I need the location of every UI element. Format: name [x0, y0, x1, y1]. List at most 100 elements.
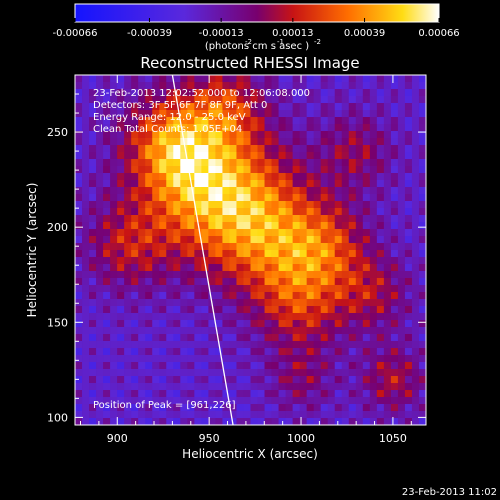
heatmap-cell	[194, 390, 202, 398]
heatmap-cell	[355, 180, 364, 188]
heatmap-cell	[285, 180, 294, 188]
heatmap-cell	[299, 96, 308, 104]
heatmap-cell	[334, 397, 343, 405]
heatmap-cell	[236, 299, 244, 307]
heatmap-cell	[229, 173, 237, 181]
heatmap-cell	[201, 418, 209, 425]
heatmap-cell	[334, 383, 343, 391]
heatmap-cell	[124, 334, 132, 342]
heatmap-cell	[397, 390, 406, 398]
heatmap-cell	[173, 355, 181, 363]
heatmap-cell	[292, 285, 301, 293]
heatmap-cell	[131, 229, 139, 237]
heatmap-cell	[229, 278, 237, 286]
heatmap-cell	[117, 334, 125, 342]
heatmap-cell	[313, 285, 322, 293]
heatmap-cell	[222, 341, 230, 349]
heatmap-cell	[215, 376, 223, 384]
heatmap-cell	[341, 229, 350, 237]
heatmap-cell	[257, 75, 265, 83]
heatmap-cell	[103, 166, 111, 174]
heatmap-cell	[264, 103, 272, 111]
heatmap-cell	[159, 96, 167, 104]
heatmap-cell	[194, 145, 202, 153]
heatmap-cell	[383, 271, 392, 279]
heatmap-cell	[124, 264, 132, 272]
heatmap-cell	[166, 341, 174, 349]
heatmap-cell	[250, 117, 258, 125]
heatmap-cell	[229, 355, 237, 363]
peak-position-label: Position of Peak = [961,226]	[93, 400, 236, 411]
heatmap-cell	[334, 75, 343, 83]
heatmap-cell	[138, 110, 146, 118]
heatmap-cell	[404, 201, 413, 209]
heatmap-cell	[131, 411, 139, 419]
heatmap-cell	[180, 159, 188, 167]
heatmap-cell	[271, 201, 279, 209]
heatmap-cell	[320, 117, 329, 125]
heatmap-cell	[257, 250, 265, 258]
heatmap-cell	[390, 285, 399, 293]
heatmap-cell	[138, 299, 146, 307]
heatmap-cell	[369, 159, 378, 167]
heatmap-cell	[138, 75, 146, 83]
heatmap-cell	[285, 117, 294, 125]
heatmap-cell	[152, 369, 160, 377]
heatmap-cell	[152, 278, 160, 286]
heatmap-cell	[278, 145, 286, 153]
heatmap-cell	[201, 341, 209, 349]
heatmap-cell	[201, 75, 209, 83]
heatmap-cell	[166, 404, 174, 412]
colorbar-tick-label: -0.00039	[127, 28, 172, 39]
heatmap-cell	[383, 355, 392, 363]
heatmap-cell	[243, 257, 251, 265]
heatmap-cell	[201, 278, 209, 286]
heatmap-cell	[369, 75, 378, 83]
heatmap-cell	[257, 180, 265, 188]
heatmap-cell	[117, 89, 125, 97]
heatmap-cell	[264, 194, 272, 202]
heatmap-cell	[404, 138, 413, 146]
heatmap-cell	[152, 110, 160, 118]
heatmap-cell	[327, 418, 336, 425]
colorbar-tick-label: -0.00013	[199, 28, 244, 39]
heatmap-cell	[131, 278, 139, 286]
heatmap-cell	[124, 271, 132, 279]
heatmap-cell	[173, 145, 181, 153]
heatmap-cell	[383, 131, 392, 139]
heatmap-cell	[180, 96, 188, 104]
heatmap-cell	[166, 257, 174, 265]
heatmap-cell	[89, 397, 97, 405]
heatmap-cell	[306, 103, 315, 111]
y-tick-label: 150	[47, 316, 68, 329]
heatmap-cell	[327, 306, 336, 314]
heatmap-cell	[187, 334, 195, 342]
heatmap-cell	[159, 411, 167, 419]
heatmap-cell	[390, 222, 399, 230]
heatmap-cell	[243, 173, 251, 181]
heatmap-cell	[271, 145, 279, 153]
heatmap-cell	[103, 229, 111, 237]
heatmap-cell	[75, 131, 83, 139]
heatmap-cell	[264, 131, 272, 139]
heatmap-cell	[411, 292, 420, 300]
heatmap-cell	[299, 89, 308, 97]
heatmap-cell	[285, 257, 294, 265]
heatmap-cell	[96, 292, 104, 300]
heatmap-cell	[82, 215, 90, 223]
heatmap-cell	[75, 236, 83, 244]
heatmap-cell	[257, 306, 265, 314]
heatmap-cell	[152, 222, 160, 230]
heatmap-cell	[131, 418, 139, 425]
heatmap-cell	[222, 82, 230, 90]
heatmap-cell	[180, 229, 188, 237]
heatmap-cell	[173, 348, 181, 356]
heatmap-cell	[187, 131, 195, 139]
heatmap-cell	[418, 75, 426, 83]
heatmap-cell	[152, 96, 160, 104]
heatmap-cell	[173, 124, 181, 132]
heatmap-cell	[201, 243, 209, 251]
heatmap-cell	[194, 397, 202, 405]
heatmap-cell	[208, 390, 216, 398]
heatmap-cell	[418, 390, 426, 398]
